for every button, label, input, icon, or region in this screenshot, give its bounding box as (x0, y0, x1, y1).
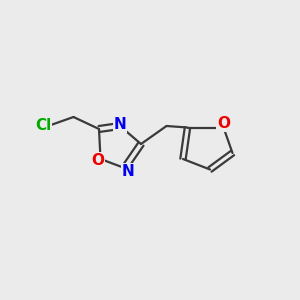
Text: N: N (114, 117, 126, 132)
Text: N: N (122, 164, 134, 178)
Text: O: O (217, 116, 230, 131)
Text: O: O (92, 153, 105, 168)
Text: Cl: Cl (35, 118, 52, 134)
